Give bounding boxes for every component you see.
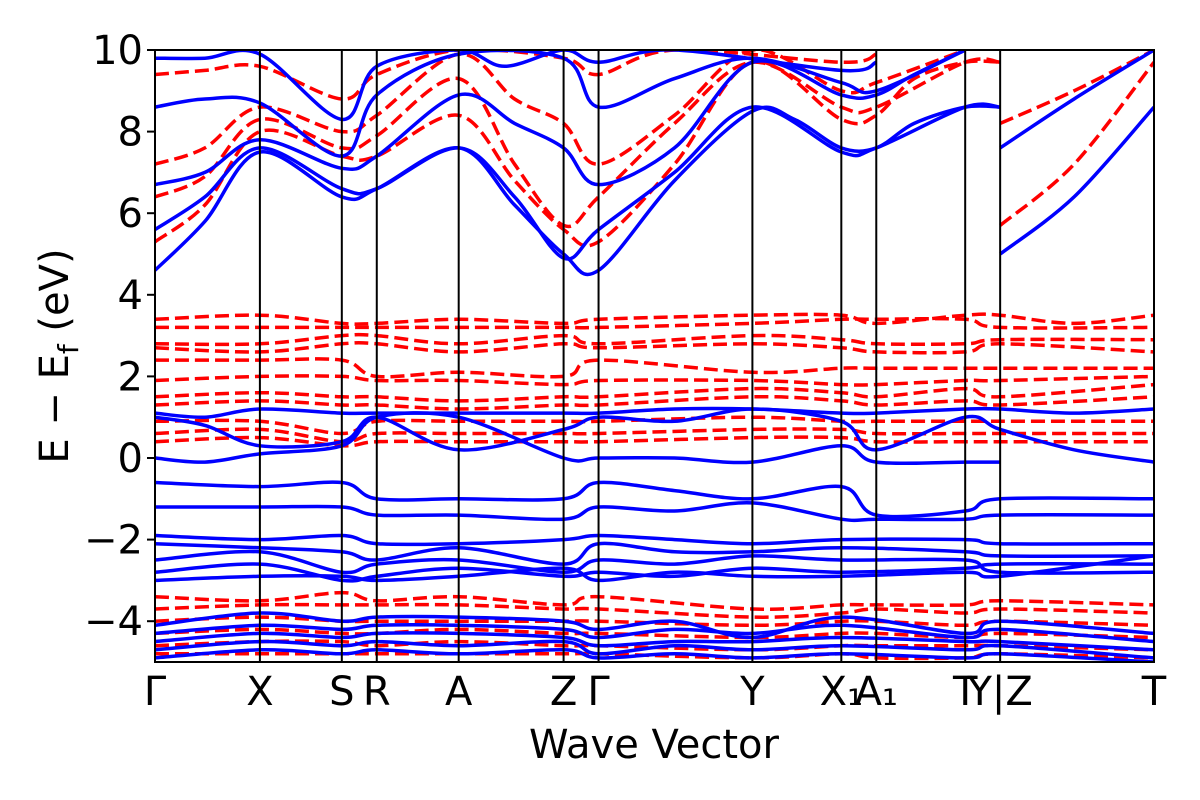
y-tick-label: 8	[118, 110, 143, 156]
high-symmetry-lines	[258, 50, 1002, 662]
band-down-13	[155, 394, 1154, 411]
band-down-2	[155, 50, 966, 166]
band-up-7	[155, 406, 1154, 420]
y-tick-label: 2	[118, 354, 143, 400]
y-tick-label: 10	[92, 28, 143, 74]
band-up-9	[155, 411, 1001, 466]
plot-frame	[154, 49, 1155, 663]
x-tick-label: Γ	[144, 669, 167, 715]
band-down-17	[155, 590, 1154, 611]
band-down-11	[155, 374, 1154, 387]
y-tick-label: 4	[118, 273, 143, 319]
y-tick-label: 6	[118, 191, 143, 237]
x-tick-label: Z	[550, 669, 577, 715]
band-up-0	[155, 104, 1001, 277]
spin-down-bands	[155, 50, 1154, 661]
spin-up-bands	[155, 50, 1154, 662]
x-tick-label: T	[1141, 669, 1167, 715]
band-down-12	[155, 382, 1154, 403]
y-tick-label: −4	[84, 599, 143, 645]
x-tick-label: A	[445, 669, 473, 715]
y-axis-title-sub: f	[52, 343, 85, 354]
x-tick-label: R	[363, 669, 391, 715]
band-up-6	[999, 50, 1154, 150]
band-up-5	[999, 105, 1154, 256]
x-tick-label: A₁	[855, 669, 898, 715]
band-down-6	[155, 312, 1154, 326]
y-axis-title-tail: (eV)	[32, 248, 78, 344]
band-down-10	[155, 357, 1154, 379]
band-down-16	[155, 435, 1154, 448]
y-axis-title: E − Ef (eV)	[32, 248, 85, 463]
band-down-5	[999, 50, 1154, 126]
x-tick-label: S	[329, 669, 354, 715]
y-tick-label: 0	[118, 436, 143, 482]
band-up-11	[155, 501, 1154, 523]
y-axis-ticks: 10 8 6 4 2 0 −2 −4	[84, 28, 155, 645]
band-up-12	[155, 533, 1154, 547]
band-down-0	[155, 59, 1001, 248]
band-down-4	[999, 61, 1154, 227]
x-tick-label: X₁	[820, 669, 863, 715]
band-down-9	[155, 341, 1154, 355]
x-axis-title: Wave Vector	[529, 722, 780, 768]
x-tick-label: Y	[739, 669, 765, 715]
y-tick-label: −2	[84, 518, 143, 564]
x-tick-label: T	[952, 669, 978, 715]
y-axis-title-main: E − E	[32, 354, 78, 464]
x-tick-label: Y|Z	[966, 669, 1032, 715]
x-tick-label: Γ	[587, 669, 610, 715]
band-up-8	[155, 407, 1154, 464]
band-up-1	[155, 102, 1001, 261]
x-tick-label: X	[246, 669, 273, 715]
band-up-21	[155, 647, 1154, 662]
